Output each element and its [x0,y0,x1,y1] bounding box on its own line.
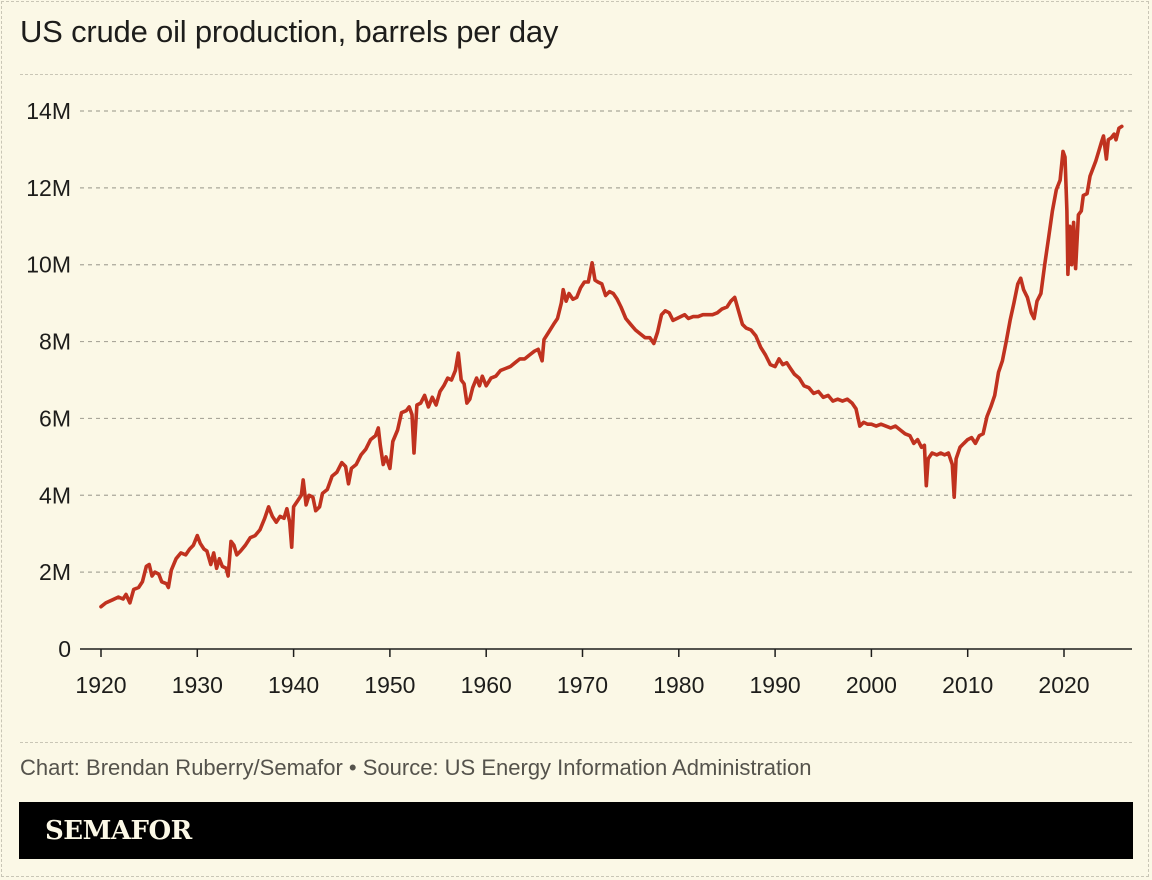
y-tick-label: 4M [39,482,71,508]
x-tick-label: 1950 [364,672,415,698]
x-tick-label: 1980 [653,672,704,698]
semafor-logo: SEMAFOR [45,816,192,846]
y-tick-label: 0 [58,636,71,662]
y-tick-label: 6M [39,405,71,431]
x-axis: 1920 1930 1940 1950 1960 1970 1980 1990 2000 2010… [75,648,1132,698]
y-tick-label: 2M [39,559,71,585]
x-tick-label: 1960 [461,672,512,698]
title-divider [20,74,1132,75]
y-tick-label: 8M [39,329,71,355]
series-line-us-crude-oil-production [99,124,1124,609]
chart-title: US crude oil production, barrels per day [20,14,559,49]
gridlines [80,110,1132,573]
x-tick-label: 2020 [1038,672,1089,698]
x-tick-label: 2000 [846,672,897,698]
brand-bar: SEMAFOR [19,802,1133,859]
y-tick-label: 12M [26,175,71,201]
x-tick-label: 1990 [750,672,801,698]
y-tick-label: 10M [26,252,71,278]
x-tick-label: 2010 [942,672,993,698]
y-axis: 0 2M 4M 6M 8M 10M 12M 14M [26,98,71,662]
x-tick-label: 1930 [172,672,223,698]
y-tick-label: 14M [26,98,71,124]
source-credit: Chart: Brendan Ruberry/Semafor • Source:… [20,755,812,780]
x-tick-label: 1970 [557,672,608,698]
footer-divider [20,742,1132,743]
x-tick-label: 1940 [268,672,319,698]
x-tick-label: 1920 [75,672,126,698]
